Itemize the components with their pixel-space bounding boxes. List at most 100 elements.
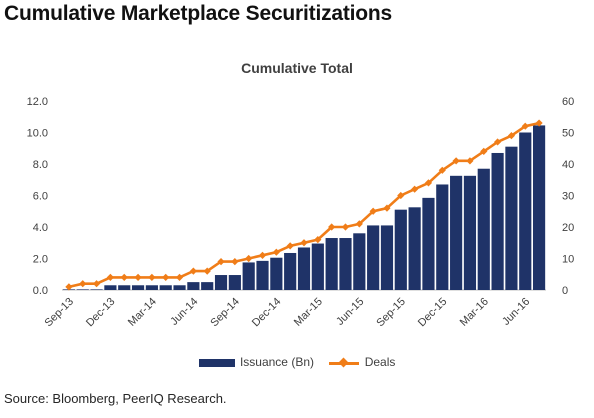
deals-marker (120, 273, 128, 281)
x-axis-tick-label: Jun-14 (168, 296, 200, 328)
source-note: Source: Bloomberg, PeerIQ Research. (4, 391, 227, 406)
page-title: Cumulative Marketplace Securitizations (4, 2, 393, 25)
left-axis-tick-label: 0.0 (33, 285, 48, 297)
deals-marker (438, 166, 446, 174)
legend-swatch-bar (198, 358, 235, 367)
issuance-bar (408, 207, 421, 290)
left-axis-tick-label: 10.0 (27, 128, 48, 140)
deals-marker (452, 157, 460, 165)
left-axis-tick-label: 6.0 (33, 191, 48, 203)
right-axis-tick-label: 10 (562, 254, 574, 266)
chart-legend: Issuance (Bn) Deals (0, 354, 594, 369)
issuance-bar (214, 275, 228, 290)
deals-marker (411, 185, 419, 193)
deals-marker (355, 220, 363, 228)
deals-marker (507, 132, 516, 140)
issuance-bar (284, 252, 297, 290)
right-axis-tick-label: 20 (562, 222, 574, 234)
legend-item-deals: Deals (329, 355, 395, 369)
issuance-bar (505, 146, 518, 290)
deals-marker (162, 273, 170, 281)
issuance-bar (477, 168, 490, 290)
issuance-bar (394, 209, 407, 290)
issuance-bar (450, 175, 463, 290)
left-axis-tick-label: 12.0 (27, 96, 48, 108)
left-axis-tick-label: 4.0 (33, 222, 48, 234)
deals-marker (494, 138, 502, 146)
issuance-bar (201, 282, 214, 290)
deals-marker (535, 119, 543, 127)
issuance-bar (76, 289, 89, 290)
issuance-bar (242, 262, 255, 290)
issuance-bar (436, 184, 449, 290)
deals-marker (424, 179, 433, 187)
issuance-bar (463, 175, 477, 290)
deals-marker (258, 251, 267, 259)
deals-marker (148, 273, 156, 281)
legend-label-issuance: Issuance (Bn) (239, 354, 314, 369)
deals-marker (217, 258, 225, 266)
right-axis-tick-label: 40 (562, 159, 574, 171)
issuance-bar (270, 257, 283, 290)
deals-marker (272, 248, 280, 256)
x-axis-tick-label: Sep-13 (42, 296, 76, 330)
issuance-bar (422, 197, 435, 290)
x-axis-tick-label: Sep-15 (374, 296, 408, 330)
deals-marker (328, 223, 336, 231)
issuance-bar (187, 282, 200, 290)
deals-marker (65, 283, 73, 291)
deals-marker (369, 207, 377, 215)
issuance-bar (104, 285, 117, 290)
x-axis-tick-label: Mar-14 (126, 296, 159, 329)
x-axis-tick-label: Mar-15 (292, 296, 325, 329)
issuance-bar (131, 285, 145, 290)
x-axis-tick-label: Jun-16 (500, 296, 532, 328)
left-axis-tick-label: 8.0 (33, 159, 48, 171)
issuance-bar (90, 289, 103, 290)
deals-marker (341, 223, 350, 231)
deals-marker (300, 239, 308, 247)
x-axis-tick-label: Dec-13 (84, 296, 118, 330)
deals-marker (245, 254, 253, 263)
issuance-bar (173, 285, 186, 290)
deals-marker (383, 204, 391, 212)
issuance-bar (145, 285, 158, 290)
issuance-bar (519, 132, 532, 290)
deals-marker (106, 273, 114, 281)
issuance-bar (159, 285, 172, 290)
deals-marker (175, 273, 184, 281)
issuance-bar (380, 225, 394, 290)
legend-item-issuance: Issuance (Bn) (198, 354, 314, 369)
right-axis-tick-label: 30 (562, 191, 574, 203)
deals-marker (92, 280, 101, 288)
x-axis-tick-label: Dec-14 (250, 296, 284, 330)
deals-marker (466, 157, 474, 165)
chart-title: Cumulative Total (241, 60, 353, 76)
deals-marker (203, 267, 211, 275)
right-axis-tick-label: 60 (562, 96, 574, 108)
issuance-bar (325, 238, 338, 290)
x-axis-tick-label: Dec-15 (416, 296, 450, 330)
issuance-bar (256, 260, 269, 290)
deals-marker (314, 236, 322, 244)
issuance-bar (533, 125, 546, 290)
deals-marker (286, 242, 294, 250)
issuance-bar (118, 285, 131, 290)
issuance-bar (228, 275, 241, 290)
deals-marker (231, 258, 239, 266)
deals-marker (134, 273, 142, 281)
deals-marker (79, 280, 87, 288)
issuance-bar (353, 233, 366, 290)
right-axis-tick-label: 0 (562, 285, 568, 297)
issuance-bar (491, 152, 504, 290)
issuance-bar (367, 225, 380, 290)
deals-marker (521, 122, 529, 130)
deals-marker (189, 267, 197, 275)
issuance-bar (339, 238, 352, 290)
deals-marker (480, 147, 488, 155)
deals-marker (397, 191, 405, 200)
left-axis-tick-label: 2.0 (33, 254, 48, 266)
issuance-bar (297, 247, 311, 290)
issuance-bar (311, 243, 324, 290)
